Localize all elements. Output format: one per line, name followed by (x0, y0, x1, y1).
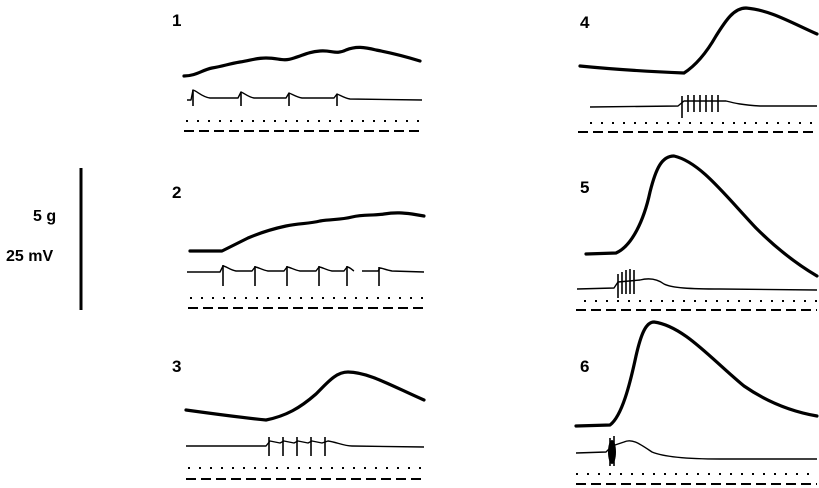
force-trace (574, 320, 819, 428)
action-potential-trace (187, 89, 423, 101)
force-trace (182, 45, 422, 78)
panel-2: 2 (172, 183, 426, 309)
force-trace (188, 211, 426, 253)
force-trace (578, 6, 819, 75)
panel-5: 5 (576, 154, 819, 311)
panel-number: 4 (580, 13, 590, 32)
panel-6: 6 (574, 320, 819, 485)
panel-number: 6 (580, 357, 589, 376)
action-potential-trace (575, 440, 817, 460)
calibration-voltage-label: 25 mV (6, 248, 53, 265)
action-potential-trace (186, 440, 425, 448)
force-trace (584, 154, 819, 278)
panel-number: 1 (172, 11, 181, 30)
calibration-bar: 5 g 25 mV (6, 168, 83, 310)
panel-3: 3 (172, 357, 426, 480)
action-potential-trace (576, 278, 818, 291)
calibration-force-label: 5 g (33, 208, 56, 225)
action-potential-trace (589, 100, 817, 108)
panel-1: 1 (172, 11, 424, 132)
panel-number: 5 (580, 178, 589, 197)
panel-4: 4 (578, 6, 819, 133)
panel-number: 3 (172, 357, 181, 376)
force-trace (184, 370, 426, 422)
panel-number: 2 (172, 183, 181, 202)
